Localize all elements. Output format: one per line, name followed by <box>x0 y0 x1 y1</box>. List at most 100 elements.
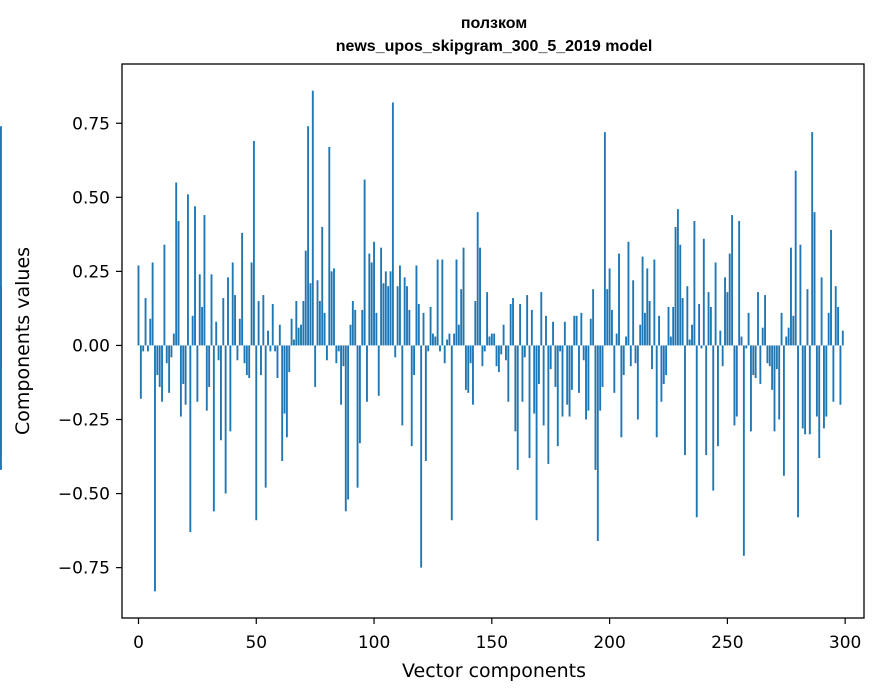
bar-98 <box>368 253 371 346</box>
bar-79 <box>323 312 326 346</box>
bar-35 <box>219 345 222 441</box>
bar-9 <box>158 345 161 387</box>
bar-64 <box>288 345 291 373</box>
bar-175 <box>549 345 552 370</box>
bar-197 <box>601 345 604 387</box>
bar-143 <box>474 301 477 346</box>
bar-5 <box>149 318 152 346</box>
bar-249 <box>724 277 726 346</box>
bar-268 <box>768 345 771 367</box>
bar-3 <box>144 298 147 346</box>
bar-153 <box>497 345 500 373</box>
bar-36 <box>222 298 225 346</box>
bar-32 <box>212 345 215 512</box>
bar-241 <box>705 345 708 456</box>
bar-211 <box>634 345 637 364</box>
bar-47 <box>248 345 251 379</box>
bar-109 <box>394 345 397 358</box>
bar-129 <box>441 259 444 346</box>
bar-102 <box>377 345 380 396</box>
bar-229 <box>676 209 679 346</box>
bar-19 <box>182 345 185 384</box>
bar-217 <box>648 301 651 346</box>
bar-278 <box>792 315 795 346</box>
bar-103 <box>380 247 383 346</box>
bar-113 <box>403 277 406 346</box>
bar-185 <box>573 315 576 346</box>
bar-279 <box>794 170 797 346</box>
bar-71 <box>304 250 307 346</box>
y-tick-label: −0.25 <box>58 411 110 431</box>
y-tick-label: −0.75 <box>58 559 110 579</box>
bar-124 <box>429 306 432 346</box>
bar-203 <box>615 333 618 346</box>
bar-33 <box>215 321 218 346</box>
bar-168 <box>533 345 536 414</box>
bar-134 <box>453 333 456 346</box>
bar-76 <box>316 280 319 346</box>
bar-191 <box>587 345 590 411</box>
bar-157 <box>507 345 510 402</box>
bar-289 <box>818 345 821 459</box>
bar-281 <box>799 244 802 346</box>
bar-174 <box>547 345 550 464</box>
bar-159 <box>512 298 514 346</box>
bar-116 <box>410 345 413 447</box>
bar-163 <box>521 345 524 402</box>
bar-82 <box>330 271 333 346</box>
bar-145 <box>479 247 481 346</box>
bar-205 <box>620 345 623 438</box>
bar-148 <box>486 292 489 346</box>
bar-40 <box>231 262 234 346</box>
bar-80 <box>325 345 328 361</box>
bar-85 <box>337 345 340 352</box>
bar-56 <box>269 345 272 352</box>
bar-260 <box>749 345 752 432</box>
bar-186 <box>575 315 578 346</box>
bar-225 <box>667 306 670 346</box>
bar-200 <box>608 268 611 346</box>
bar-59 <box>276 345 279 379</box>
bar-226 <box>669 336 672 346</box>
bar-254 <box>735 345 738 417</box>
bar-106 <box>387 286 390 346</box>
bar-28 <box>203 215 206 346</box>
bar-184 <box>570 345 573 390</box>
bar-189 <box>582 345 585 361</box>
x-axis-label: Vector components <box>402 660 586 682</box>
bar-222 <box>660 345 663 402</box>
bar-147 <box>483 345 486 352</box>
bar-132 <box>448 333 451 346</box>
bar-62 <box>283 345 286 414</box>
bar-112 <box>401 345 404 426</box>
bar-167 <box>530 309 533 346</box>
x-tick-label: 50 <box>245 633 267 653</box>
bar-251 <box>728 253 731 346</box>
bar-21 <box>187 194 189 346</box>
bar-216 <box>646 268 649 346</box>
bar-234 <box>688 339 691 346</box>
bar-44 <box>241 232 244 346</box>
bar-83 <box>333 268 335 346</box>
x-tick-label: 250 <box>711 633 743 653</box>
bar-166 <box>528 345 531 459</box>
bar-182 <box>566 345 569 405</box>
bar-188 <box>580 312 583 346</box>
bar-69 <box>300 324 302 346</box>
bar-180 <box>561 345 564 417</box>
bar-18 <box>179 345 182 417</box>
bar-42 <box>236 345 239 361</box>
bar-284 <box>806 289 809 346</box>
bar-297 <box>837 306 840 346</box>
bar-48 <box>250 262 253 346</box>
bar-121 <box>422 312 425 346</box>
bar-126 <box>434 336 437 346</box>
bar-199 <box>606 289 609 346</box>
bar-146 <box>481 345 484 367</box>
bar-50 <box>255 345 258 521</box>
chart-subtitle: news_upos_skipgram_300_5_2019 model <box>336 38 653 55</box>
bar-58 <box>274 345 277 352</box>
bar-25 <box>196 345 199 402</box>
bar-215 <box>643 312 646 346</box>
